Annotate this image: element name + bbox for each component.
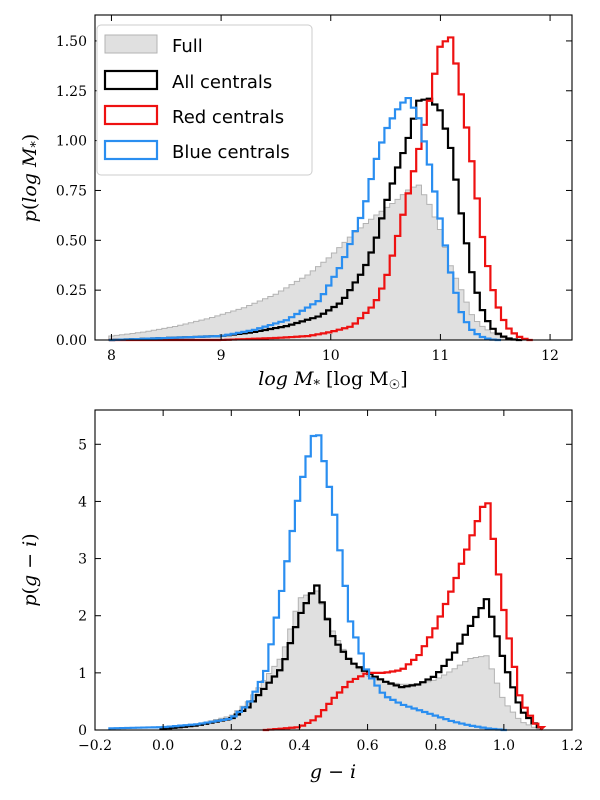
legend-swatch-red-centrals: [103, 104, 159, 126]
legend-frame: [96, 24, 313, 176]
color-x-tick-label: 0.8: [425, 738, 447, 754]
legend-swatch-all-centrals: [103, 69, 159, 91]
color-x-tick-label: 0.0: [152, 738, 174, 754]
mass-y-axis-label: p(log M*): [19, 134, 44, 223]
legend-item-blue-centrals: Blue centrals: [103, 139, 290, 163]
color-y-tick-label: 4: [78, 494, 87, 510]
color-x-tick-label: 1.0: [493, 738, 515, 754]
color-y-axis-label: p(g − i): [19, 533, 41, 606]
mass-y-tick-label: 1.00: [56, 134, 87, 150]
mass-series-full: [108, 184, 533, 341]
mass-x-tick-label: 10: [322, 348, 340, 364]
color-y-tick-label: 5: [78, 437, 87, 453]
mass-y-tick-label: 1.50: [56, 34, 87, 50]
color-x-tick-label: 1.2: [561, 738, 583, 754]
mass-y-tick-label: 1.25: [56, 84, 87, 100]
color-y-tick-label: 3: [78, 552, 87, 568]
mass-x-tick-label: 8: [107, 348, 116, 364]
color-y-tick-label: 1: [78, 666, 87, 682]
color-x-tick-label: 0.6: [356, 738, 378, 754]
legend-item-full: Full: [104, 34, 203, 57]
color-histogram-panel: −0.2 0.0 0.2 0.4 0.6 0.8 1.0 1.2 0 1 2 3 4 5 g − i p(…: [19, 409, 583, 783]
color-histogram-series: [108, 434, 547, 732]
legend-label-blue-centrals: Blue centrals: [172, 142, 290, 163]
color-y-tick-label: 2: [78, 609, 87, 625]
mass-histogram-panel: 8 9 10 11 12 0.00 0.25 0.50 0.75 1.00 1.25 1.50 log…: [19, 14, 573, 393]
mass-x-tick-label: 12: [541, 348, 559, 364]
color-series-blue-centrals: [108, 434, 507, 732]
legend-item-red-centrals: Red centrals: [103, 104, 284, 128]
color-y-tick-label: 0: [78, 723, 87, 739]
mass-x-axis-label: log M* [log M☉]: [258, 368, 407, 393]
mass-y-tick-label: 0.00: [56, 333, 87, 349]
legend: Full All centrals Red centrals Blue cent…: [96, 24, 313, 176]
mass-x-tick-label: 9: [217, 348, 226, 364]
mass-y-tick-label: 0.75: [56, 183, 87, 199]
color-x-tick-label: −0.2: [78, 738, 112, 754]
color-x-tick-label: 0.4: [288, 738, 310, 754]
color-plot-frame: [94, 409, 573, 731]
legend-label-full: Full: [172, 36, 203, 57]
color-axis-ticks: −0.2 0.0 0.2 0.4 0.6 0.8 1.0 1.2 0 1 2 3 4 5: [78, 410, 583, 754]
mass-plot-frame: [94, 14, 573, 341]
mass-series-blue-centrals: [108, 96, 501, 342]
legend-item-all-centrals: All centrals: [103, 69, 272, 93]
color-x-tick-label: 0.2: [220, 738, 242, 754]
mass-axis-ticks: 8 9 10 11 12 0.00 0.25 0.50 0.75 1.00 1.25 1.50: [56, 15, 572, 364]
legend-label-all-centrals: All centrals: [172, 72, 272, 93]
color-x-axis-label: g − i: [310, 761, 356, 783]
legend-label-red-centrals: Red centrals: [172, 107, 284, 128]
legend-swatch-blue-centrals: [103, 139, 159, 161]
legend-swatch-full: [104, 34, 158, 54]
mass-y-tick-label: 0.50: [56, 233, 87, 249]
color-series-red-centrals: [262, 502, 547, 732]
mass-x-tick-label: 11: [431, 348, 449, 364]
mass-y-tick-label: 0.25: [56, 283, 87, 299]
